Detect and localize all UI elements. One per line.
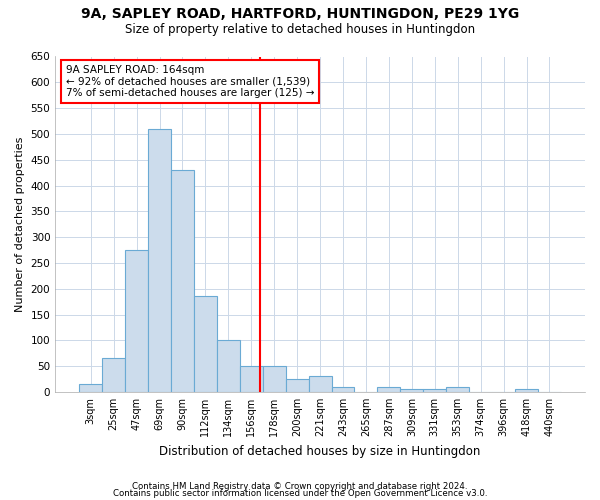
Text: Contains HM Land Registry data © Crown copyright and database right 2024.: Contains HM Land Registry data © Crown c…: [132, 482, 468, 491]
Bar: [148, 128, 171, 392]
Bar: [263, 366, 286, 392]
Text: Size of property relative to detached houses in Huntingdon: Size of property relative to detached ho…: [125, 22, 475, 36]
Bar: [217, 340, 240, 392]
Bar: [102, 358, 125, 392]
Y-axis label: Number of detached properties: Number of detached properties: [15, 136, 25, 312]
Bar: [332, 387, 355, 392]
Bar: [377, 387, 400, 392]
Text: 9A, SAPLEY ROAD, HARTFORD, HUNTINGDON, PE29 1YG: 9A, SAPLEY ROAD, HARTFORD, HUNTINGDON, P…: [81, 8, 519, 22]
Bar: [423, 390, 446, 392]
Bar: [79, 384, 102, 392]
Text: 9A SAPLEY ROAD: 164sqm
← 92% of detached houses are smaller (1,539)
7% of semi-d: 9A SAPLEY ROAD: 164sqm ← 92% of detached…: [66, 65, 314, 98]
Bar: [286, 379, 308, 392]
Bar: [125, 250, 148, 392]
Bar: [308, 376, 332, 392]
Bar: [240, 366, 263, 392]
Bar: [515, 390, 538, 392]
Bar: [446, 387, 469, 392]
Bar: [194, 296, 217, 392]
X-axis label: Distribution of detached houses by size in Huntingdon: Distribution of detached houses by size …: [160, 444, 481, 458]
Text: Contains public sector information licensed under the Open Government Licence v3: Contains public sector information licen…: [113, 490, 487, 498]
Bar: [171, 170, 194, 392]
Bar: [400, 390, 423, 392]
